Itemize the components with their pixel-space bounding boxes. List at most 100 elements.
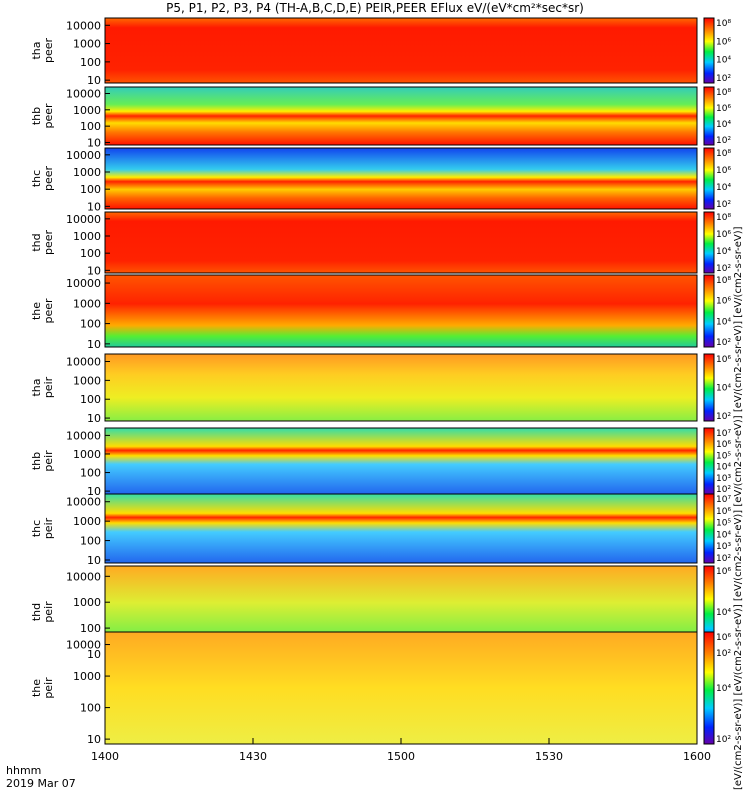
y-tick-label: 1000	[73, 448, 101, 461]
y-tick-label: 1000	[73, 374, 101, 387]
colorbar-tick-label: 10⁴	[716, 463, 731, 473]
y-tick-label: 10	[87, 554, 101, 567]
colorbar-tick-label: 10⁴	[716, 384, 731, 394]
colorbar-tick-label: 10⁴	[716, 684, 731, 694]
y-tick-label: 10	[87, 648, 101, 661]
colorbar-tick-label: 10⁴	[716, 247, 731, 257]
colorbar-tick-label: 10²	[716, 554, 731, 564]
y-tick-label: 10000	[66, 19, 101, 32]
spectrogram-thc_peir	[105, 494, 697, 563]
colorbar-tick-label: 10⁶	[716, 567, 731, 577]
colorbar-tick-label: 10²	[716, 735, 731, 745]
panel-frame	[104, 17, 698, 84]
y-tick-label: 10000	[66, 570, 101, 583]
y-axis-label: thb	[30, 107, 43, 125]
colorbar-tick-label: 10⁸	[716, 149, 731, 159]
panel-tha_peer: 10000 1000 100 10 tha peer 10⁸ 10⁶ 10⁴ 10²	[30, 17, 731, 87]
y-tick-label: 10	[87, 485, 101, 498]
colorbar-tick-label: 10⁴	[716, 530, 731, 540]
panel-thb_peer: 10000 1000 100 10 thb peer 10⁸ 10⁶ 10⁴ 10²	[30, 86, 731, 149]
y-tick-label: 10000	[66, 496, 101, 509]
panel-thc_peer: 10000 1000 100 10 thc peer 10⁸ 10⁶ 10⁴ 10²	[30, 147, 731, 213]
y-axis-label: thb	[30, 452, 43, 470]
colorbar-tick-label: 10⁵	[716, 519, 731, 529]
panel-frame	[104, 493, 698, 564]
y-axis-label: peer	[42, 103, 55, 129]
panel-the_peir: 10000 1000 100 10 the peir 10⁶ 10⁴ 10²	[30, 631, 731, 746]
colorbar-tick-label: 10⁶	[716, 355, 731, 365]
y-axis-label: thc	[30, 520, 43, 537]
y-tick-label: 10000	[66, 87, 101, 100]
y-axis-label: peir	[42, 517, 55, 539]
colorbar-tick-label: 10⁶	[716, 297, 731, 307]
panel-thd_peer: 10000 1000 100 10 thd peer 10⁸ 10⁶ 10⁴ 10²	[30, 211, 731, 277]
y-axis-label: peir	[42, 601, 55, 623]
spectrogram-thd_peer	[105, 212, 697, 273]
colorbar-tick-label: 10⁴	[716, 120, 731, 130]
time-axis-label: hhmm	[6, 764, 42, 777]
colorbar-tha_peer	[703, 17, 715, 84]
y-tick-label: 10	[87, 733, 101, 746]
colorbar-thd_peer	[703, 211, 715, 274]
colorbar-tick-label: 10²	[716, 136, 731, 146]
colorbar-tick-label: 10⁶	[716, 37, 731, 47]
y-tick-label: 100	[80, 622, 101, 635]
colorbar-tick-label: 10³	[716, 474, 731, 484]
colorbar-tick-label: 10⁴	[716, 183, 731, 193]
y-tick-label: 1000	[73, 104, 101, 117]
y-axis-label: peir	[42, 677, 55, 699]
y-axis-label: thd	[30, 603, 43, 621]
y-tick-label: 100	[80, 702, 101, 715]
y-tick-label: 100	[80, 120, 101, 133]
panel-the_peer: 10000 1000 100 10 the peer 10⁸ 10⁶ 10⁴ 10²	[30, 274, 731, 351]
y-tick-label: 10000	[66, 277, 101, 290]
y-tick-label: 100	[80, 247, 101, 260]
x-tick-label: 1500	[387, 750, 415, 763]
y-tick-label: 10000	[66, 639, 101, 652]
y-tick-label: 1000	[73, 596, 101, 609]
y-tick-label: 10	[87, 412, 101, 425]
y-axis-label: peer	[42, 166, 55, 192]
colorbar-tick-label: 10²	[716, 485, 731, 495]
spectrogram-thc_peer	[105, 148, 697, 209]
y-tick-label: 10000	[66, 356, 101, 369]
y-tick-label: 1000	[73, 515, 101, 528]
y-tick-label: 100	[80, 318, 101, 331]
colorbar-tick-label: 10²	[716, 74, 731, 84]
y-tick-label: 10	[87, 264, 101, 277]
panel-frame	[104, 86, 698, 146]
colorbar-tick-label: 10⁵	[716, 451, 731, 461]
panel-frame	[104, 274, 698, 348]
y-axis-label: the	[30, 302, 43, 320]
colorbar-tick-label: 10⁴	[716, 317, 731, 327]
colorbar-tha_peir	[703, 353, 715, 422]
colorbar-the_peir	[703, 631, 715, 745]
y-axis-label: tha	[30, 378, 43, 396]
y-tick-label: 10	[87, 338, 101, 351]
y-tick-label: 100	[80, 183, 101, 196]
colorbar-tick-label: 10⁸	[716, 276, 731, 286]
y-tick-label: 100	[80, 535, 101, 548]
colorbar-tick-label: 10²	[716, 412, 731, 422]
y-tick-label: 1000	[73, 297, 101, 310]
panel-frame	[104, 147, 698, 210]
colorbar-tick-label: 10⁶	[716, 230, 731, 240]
colorbar-tick-label: 10⁸	[716, 213, 731, 223]
y-axis-label: thc	[30, 170, 43, 187]
colorbar-tick-label: 10⁸	[716, 19, 731, 29]
y-axis-label: peer	[42, 230, 55, 256]
colorbar-tick-label: 10⁶	[716, 633, 731, 643]
panel-frame	[104, 353, 698, 422]
colorbar-thc_peer	[703, 147, 715, 210]
panel-frame	[104, 211, 698, 274]
colorbar-tick-label: 10⁴	[716, 608, 731, 618]
y-axis-label: peir	[42, 376, 55, 398]
colorbar-tick-label: 10²	[716, 264, 731, 274]
colorbar-tick-label: 10²	[716, 338, 731, 348]
units-label: [eV/(cm2-s-sr-eV)] [eV/(cm2-s-sr-eV)] [e…	[733, 226, 744, 790]
colorbar-tick-label: 10⁴	[716, 56, 731, 66]
colorbar-tick-label: 10⁶	[716, 440, 731, 450]
